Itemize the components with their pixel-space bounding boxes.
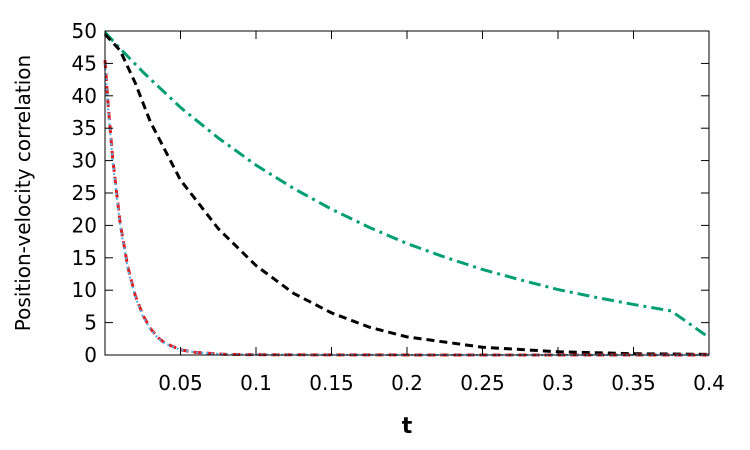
series-line-2 xyxy=(103,33,710,356)
y-tick-label: 10 xyxy=(72,278,97,302)
y-tick-label: 40 xyxy=(72,84,97,108)
y-tick-label: 30 xyxy=(72,149,97,173)
y-tick-label: 15 xyxy=(72,246,97,270)
series-layer xyxy=(103,31,710,357)
x-tick-label: 0.2 xyxy=(391,371,423,395)
y-tick-label: 45 xyxy=(72,51,97,75)
series-line-1 xyxy=(103,31,710,339)
y-tick-label: 35 xyxy=(72,116,97,140)
plot-frame xyxy=(104,30,710,356)
y-tick-label: 50 xyxy=(72,19,97,43)
x-tick-label: 0.1 xyxy=(240,371,272,395)
y-axis-title: Position-velocity correlation xyxy=(11,55,35,331)
y-tick-label: 0 xyxy=(84,343,97,367)
x-tick-label: 0.4 xyxy=(693,371,725,395)
x-tick-label: 0.35 xyxy=(611,371,656,395)
x-axis-title: t xyxy=(402,414,413,439)
x-tick-label: 0.25 xyxy=(460,371,505,395)
y-tick-label: 5 xyxy=(84,311,97,335)
x-tick-label: 0.15 xyxy=(309,371,354,395)
series-line-4 xyxy=(103,63,709,357)
y-tick-label: 25 xyxy=(72,181,97,205)
x-tick-label: 0.05 xyxy=(158,371,203,395)
y-tick-label: 20 xyxy=(72,213,97,237)
series-line-3 xyxy=(103,60,709,357)
x-tick-label: 0.3 xyxy=(542,371,574,395)
tick-layer: 0 5 10 15 20 25 30 35 40 45 50 0.05 0.1 0.15 0.2 0.25 0.… xyxy=(72,19,725,395)
